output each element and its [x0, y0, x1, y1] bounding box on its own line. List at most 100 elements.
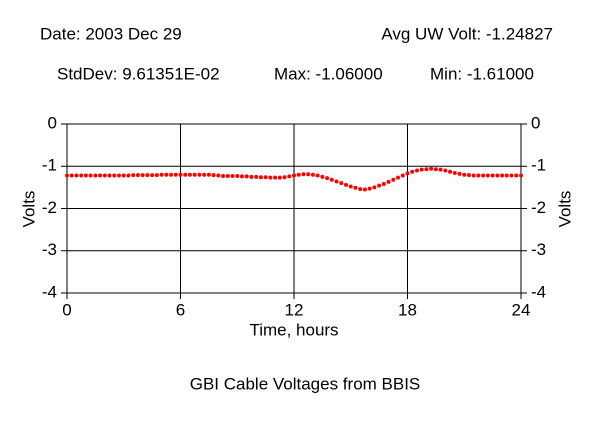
data-point: [339, 181, 344, 186]
data-point: [88, 173, 93, 178]
data-point: [514, 173, 519, 178]
y2-tick-label: -2: [531, 198, 546, 217]
data-point: [348, 184, 353, 189]
data-point: [301, 172, 306, 177]
data-point: [287, 174, 292, 179]
data-point: [239, 174, 244, 179]
data-point: [277, 175, 282, 180]
data-point: [169, 172, 174, 177]
data-point: [391, 177, 396, 182]
data-point: [405, 171, 410, 176]
data-point: [202, 172, 207, 177]
data-point: [320, 174, 325, 179]
data-point: [126, 173, 131, 178]
y2-tick-label: 0: [531, 113, 540, 132]
data-point: [358, 187, 363, 192]
data-point: [386, 179, 391, 184]
y-tick-label: 0: [48, 113, 57, 132]
data-point: [145, 173, 150, 178]
data-point: [79, 173, 84, 178]
data-point: [187, 172, 192, 177]
chart-title: GBI Cable Voltages from BBIS: [190, 374, 421, 393]
data-point: [225, 173, 230, 178]
x-tick-label: 18: [398, 300, 417, 319]
data-point: [159, 172, 164, 177]
data-point: [258, 175, 263, 180]
data-point: [452, 171, 457, 176]
data-point: [117, 173, 122, 178]
data-point: [471, 173, 476, 178]
data-point: [93, 173, 98, 178]
y-tick-label: -1: [42, 156, 57, 175]
annotation: Avg UW Volt: -1.24827: [381, 24, 553, 43]
data-point: [206, 172, 211, 177]
data-point: [353, 185, 358, 190]
data-point: [509, 173, 514, 178]
data-point: [192, 172, 197, 177]
data-point: [419, 167, 424, 172]
data-point: [400, 173, 405, 178]
data-point: [83, 173, 88, 178]
data-point: [135, 173, 140, 178]
data-point: [121, 173, 126, 178]
data-point: [107, 173, 112, 178]
data-point: [178, 172, 183, 177]
data-point: [268, 175, 273, 180]
data-point: [334, 179, 339, 184]
y2-tick-label: -4: [531, 282, 546, 301]
data-point: [381, 181, 386, 186]
annotation: StdDev: 9.61351E-02: [57, 64, 220, 83]
data-point: [211, 173, 216, 178]
data-point: [244, 174, 249, 179]
data-point: [235, 173, 240, 178]
x-tick-label: 12: [285, 300, 304, 319]
data-point: [377, 183, 382, 188]
data-point: [329, 177, 334, 182]
data-point: [154, 173, 159, 178]
data-point: [485, 173, 490, 178]
y2-tick-label: -1: [531, 156, 546, 175]
data-point: [173, 172, 178, 177]
data-point: [519, 173, 523, 178]
data-point: [367, 186, 372, 191]
data-point: [98, 173, 103, 178]
data-point: [282, 175, 287, 180]
data-point: [344, 182, 349, 187]
data-point: [457, 171, 462, 176]
data-point: [476, 173, 481, 178]
data-point: [296, 172, 301, 177]
data-point: [221, 173, 226, 178]
data-point: [372, 185, 377, 190]
data-point: [65, 173, 69, 178]
data-point: [69, 173, 74, 178]
annotation: Date: 2003 Dec 29: [40, 24, 182, 43]
data-point: [396, 175, 401, 180]
data-point: [438, 167, 443, 172]
annotation: Min: -1.61000: [430, 64, 534, 83]
data-point: [150, 173, 155, 178]
data-point: [292, 173, 296, 178]
data-point: [315, 173, 320, 178]
data-point: [102, 173, 107, 178]
data-point: [310, 172, 315, 177]
data-point: [216, 173, 221, 178]
data-point: [325, 176, 330, 181]
y-tick-label: -3: [42, 240, 57, 259]
data-point: [230, 173, 235, 178]
data-point: [443, 168, 448, 173]
x-tick-label: 24: [512, 300, 531, 319]
y-tick-label: -2: [42, 198, 57, 217]
data-point: [462, 172, 467, 177]
data-point: [263, 175, 268, 180]
data-point: [164, 172, 169, 177]
x-tick-label: 6: [176, 300, 185, 319]
data-point: [500, 173, 505, 178]
data-point: [490, 173, 495, 178]
data-point: [112, 173, 117, 178]
data-point: [74, 173, 79, 178]
data-point: [429, 166, 434, 171]
annotation: Max: -1.06000: [274, 64, 383, 83]
y-tick-label: -4: [42, 282, 57, 301]
data-point: [414, 168, 419, 173]
